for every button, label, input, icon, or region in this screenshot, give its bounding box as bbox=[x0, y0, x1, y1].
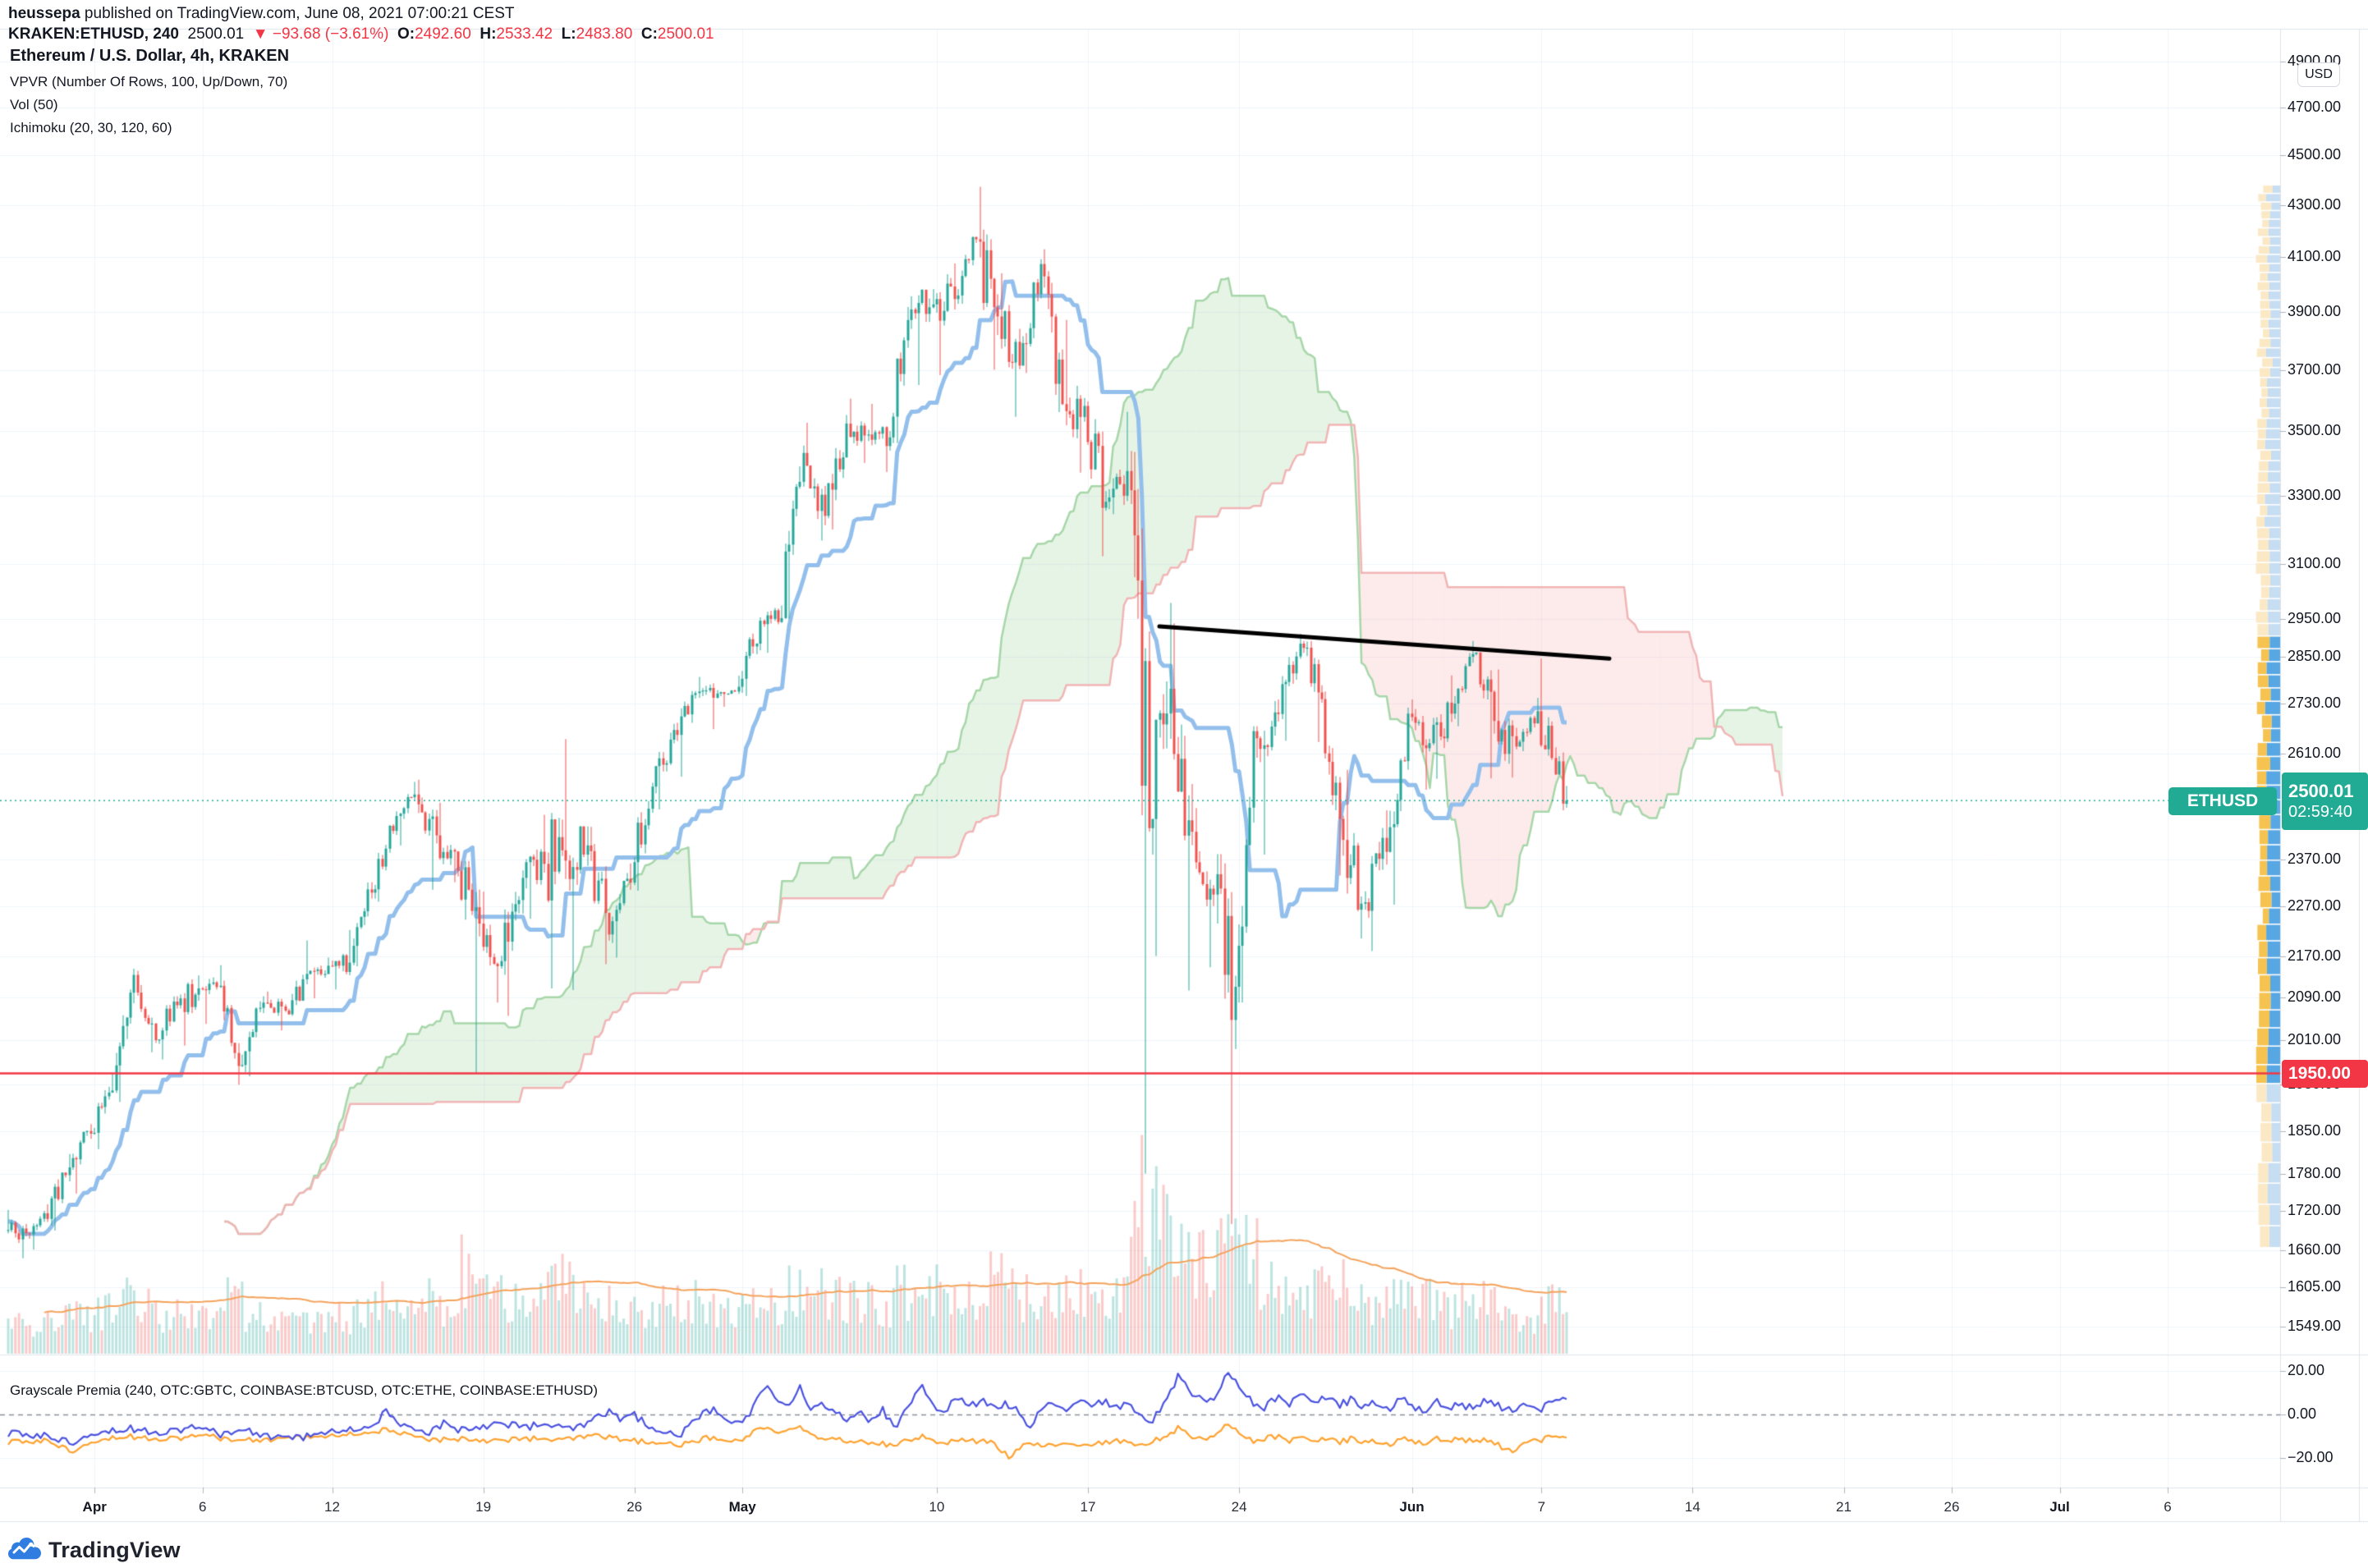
time-axis-label: 14 bbox=[1684, 1499, 1700, 1515]
price-axis-label: 1660.00 bbox=[2288, 1240, 2342, 1258]
indicator-grayscale-premia[interactable]: Grayscale Premia (240, OTC:GBTC, COINBAS… bbox=[10, 1382, 599, 1398]
publish-info: heussepa published on TradingView.com, J… bbox=[8, 5, 515, 23]
candle-countdown: 02:59:40 bbox=[2288, 803, 2352, 821]
price-axis-label: 4100.00 bbox=[2288, 248, 2342, 265]
time-axis-label: 26 bbox=[626, 1499, 643, 1515]
price-axis-label: 2090.00 bbox=[2288, 988, 2342, 1005]
time-axis-label: 6 bbox=[198, 1499, 207, 1515]
indicator-ichimoku[interactable]: Ichimoku (20, 30, 120, 60) bbox=[10, 120, 172, 135]
indicator-volume[interactable]: Vol (50) bbox=[10, 97, 58, 112]
subpanel-axis-label: −20.00 bbox=[2288, 1449, 2334, 1465]
price-axis-label: 2610.00 bbox=[2288, 744, 2342, 761]
time-axis-label: 6 bbox=[2164, 1499, 2172, 1515]
symbol-interval[interactable]: KRAKEN:ETHUSD, 240 bbox=[8, 25, 179, 43]
price-axis-label: 1720.00 bbox=[2288, 1202, 2342, 1219]
price-axis-label: 2950.00 bbox=[2288, 609, 2342, 626]
time-axis-label: 10 bbox=[929, 1499, 945, 1515]
tradingview-cloud-icon bbox=[8, 1537, 41, 1564]
time-axis-label: Jun bbox=[1399, 1499, 1425, 1515]
time-axis-label: Apr bbox=[82, 1499, 107, 1515]
time-axis-label: 7 bbox=[1537, 1499, 1546, 1515]
price-axis-label: 2170.00 bbox=[2288, 947, 2342, 964]
price-axis-label: 2010.00 bbox=[2288, 1031, 2342, 1048]
tradingview-logo[interactable]: TradingView bbox=[8, 1537, 181, 1564]
price-axis-label: 1850.00 bbox=[2288, 1121, 2342, 1139]
price-axis-label: 3100.00 bbox=[2288, 555, 2342, 572]
subpanel-axis-label: 20.00 bbox=[2288, 1362, 2325, 1378]
price-axis-label: 4300.00 bbox=[2288, 195, 2342, 213]
ohlc-values: O:2492.60 H:2533.42 L:2483.80 C:2500.01 bbox=[397, 25, 714, 43]
currency-toggle-button[interactable]: USD bbox=[2297, 62, 2340, 87]
time-axis-label: May bbox=[728, 1499, 756, 1515]
price-axis-label: 1549.00 bbox=[2288, 1317, 2342, 1334]
current-price-badge: 2500.01 02:59:40 bbox=[2282, 773, 2368, 830]
symbol-price-label: ETHUSD bbox=[2168, 787, 2277, 815]
price-axis-label: 3500.00 bbox=[2288, 422, 2342, 439]
price-axis-label: 2730.00 bbox=[2288, 695, 2342, 712]
time-axis-label: 24 bbox=[1231, 1499, 1247, 1515]
indicator-vpvr[interactable]: VPVR (Number Of Rows, 100, Up/Down, 70) bbox=[10, 74, 288, 89]
tradingview-logo-text: TradingView bbox=[48, 1538, 181, 1562]
time-axis-label: 17 bbox=[1080, 1499, 1096, 1515]
current-price-value: 2500.01 bbox=[2288, 781, 2354, 801]
price-axis-label: 1780.00 bbox=[2288, 1164, 2342, 1181]
price-axis-label: 2270.00 bbox=[2288, 897, 2342, 915]
price-axis-label: 2850.00 bbox=[2288, 647, 2342, 664]
price-axis-label: 3300.00 bbox=[2288, 486, 2342, 503]
price-axis-label: 2370.00 bbox=[2288, 850, 2342, 867]
time-axis-label: 12 bbox=[324, 1499, 340, 1515]
chart-title[interactable]: Ethereum / U.S. Dollar, 4h, KRAKEN bbox=[10, 47, 290, 65]
price-axis-label: 1605.00 bbox=[2288, 1278, 2342, 1295]
price-change: ▼ −93.68 (−3.61%) bbox=[252, 25, 389, 43]
username: heussepa bbox=[8, 5, 80, 22]
subpanel-axis-label: 0.00 bbox=[2288, 1405, 2317, 1422]
time-axis-label: 21 bbox=[1836, 1499, 1852, 1515]
publish-text: published on TradingView.com, June 08, 2… bbox=[80, 5, 515, 22]
price-axis-label: 3900.00 bbox=[2288, 303, 2342, 320]
symbol-ohlc-row: KRAKEN:ETHUSD, 240 2500.01 ▼ −93.68 (−3.… bbox=[8, 25, 714, 44]
time-axis-label: Jul bbox=[2049, 1499, 2070, 1515]
price-axis-label: 3700.00 bbox=[2288, 360, 2342, 378]
price-axis-label: 4500.00 bbox=[2288, 145, 2342, 163]
time-axis-label: 19 bbox=[475, 1499, 492, 1515]
alert-level-badge: 1950.00 bbox=[2282, 1060, 2368, 1088]
last-price: 2500.01 bbox=[187, 25, 245, 43]
time-axis-label: 26 bbox=[1944, 1499, 1960, 1515]
price-axis-label: 4700.00 bbox=[2288, 98, 2342, 115]
